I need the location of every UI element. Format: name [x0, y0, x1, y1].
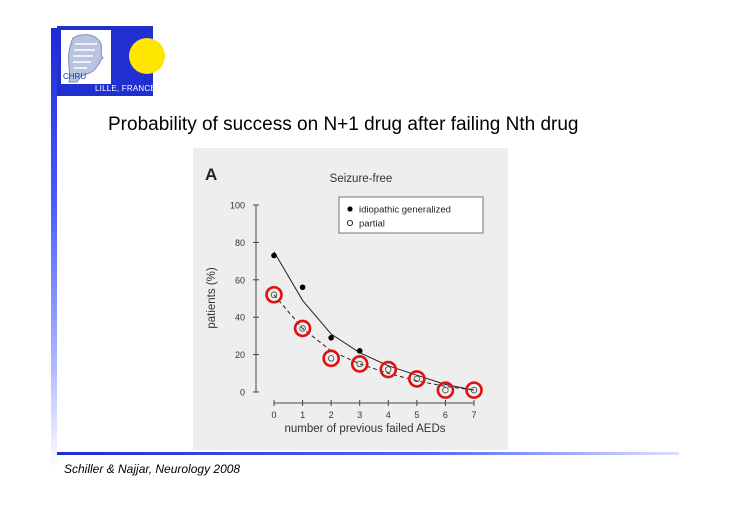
chart-legend: idiopathic generalized partial — [338, 196, 484, 234]
y-tick-label-80: 80 — [235, 238, 245, 248]
x-tick-label-0: 0 — [271, 410, 276, 420]
seizure-free-chart: A Seizure-free 0 20 40 60 80 100 0 1 2 3 4 5 6 7 idio… — [205, 165, 484, 435]
y-axis-label: patients (%) — [206, 267, 218, 329]
y-tick-label-20: 20 — [235, 350, 245, 360]
x-tick-label-3: 3 — [357, 410, 362, 420]
legend-label-0: idiopathic generalized — [359, 205, 451, 216]
chart-axes: 0 20 40 60 80 100 0 1 2 3 4 5 6 7 — [230, 201, 477, 421]
point-s1-2 — [327, 355, 335, 362]
point-s1-5 — [413, 375, 421, 383]
logo-sun-icon — [129, 38, 165, 74]
legend-box — [338, 196, 484, 234]
left-accent-bar — [51, 28, 57, 468]
logo-city-text: LILLE, FRANCE — [95, 84, 156, 93]
y-tick-label-100: 100 — [230, 201, 245, 211]
point-s1-0 — [270, 291, 278, 298]
highlight-ring-5 — [408, 370, 426, 388]
x-tick-label-7: 7 — [471, 410, 476, 420]
highlight-ring-2 — [322, 349, 340, 368]
x-axis-label: number of previous failed AEDs — [284, 423, 445, 435]
highlight-ring-6 — [436, 381, 455, 399]
highlight-ring-7 — [465, 381, 483, 399]
x-tick-label-2: 2 — [329, 410, 334, 420]
y-tick-label-60: 60 — [235, 275, 245, 285]
point-s1-1 — [299, 325, 306, 332]
chart-panel-label: A — [205, 165, 217, 184]
chart-points — [270, 252, 478, 394]
chart-highlight-rings — [265, 285, 483, 399]
point-s0-0 — [271, 252, 277, 259]
y-tick-label-40: 40 — [235, 313, 245, 323]
point-s1-3 — [356, 360, 363, 368]
slide-title: Probability of success on N+1 drug after… — [108, 114, 579, 135]
legend-label-1: partial — [359, 219, 385, 230]
highlight-ring-1 — [293, 319, 312, 338]
x-tick-label-4: 4 — [386, 410, 391, 420]
x-tick-label-1: 1 — [300, 410, 305, 420]
footer-divider — [57, 452, 679, 455]
logo-face-icon — [61, 30, 111, 84]
point-s1-4 — [385, 366, 392, 373]
fit-line-1 — [273, 294, 475, 391]
point-s0-3 — [356, 348, 363, 354]
x-tick-label-6: 6 — [443, 410, 448, 420]
point-s0-1 — [299, 284, 306, 291]
y-tick-label-0: 0 — [240, 388, 245, 398]
citation: Schiller & Najjar, Neurology 2008 — [64, 462, 241, 476]
chart-title: Seizure-free — [330, 173, 393, 185]
highlight-ring-3 — [350, 355, 369, 373]
point-s0-2 — [328, 334, 334, 341]
chart-panel: A Seizure-free 0 20 40 60 80 100 0 1 2 3 4 5 6 7 idio… — [193, 148, 508, 450]
logo-org-text: CHRU — [63, 72, 87, 81]
chru-logo: CHRU LILLE, FRANCE — [57, 26, 165, 96]
highlight-ring-0 — [265, 285, 283, 304]
legend-marker-filled — [347, 206, 353, 212]
point-s1-6 — [442, 386, 449, 394]
x-tick-label-5: 5 — [414, 410, 419, 420]
legend-marker-open — [346, 220, 353, 227]
highlight-ring-4 — [379, 360, 398, 379]
point-s1-7 — [470, 386, 478, 394]
